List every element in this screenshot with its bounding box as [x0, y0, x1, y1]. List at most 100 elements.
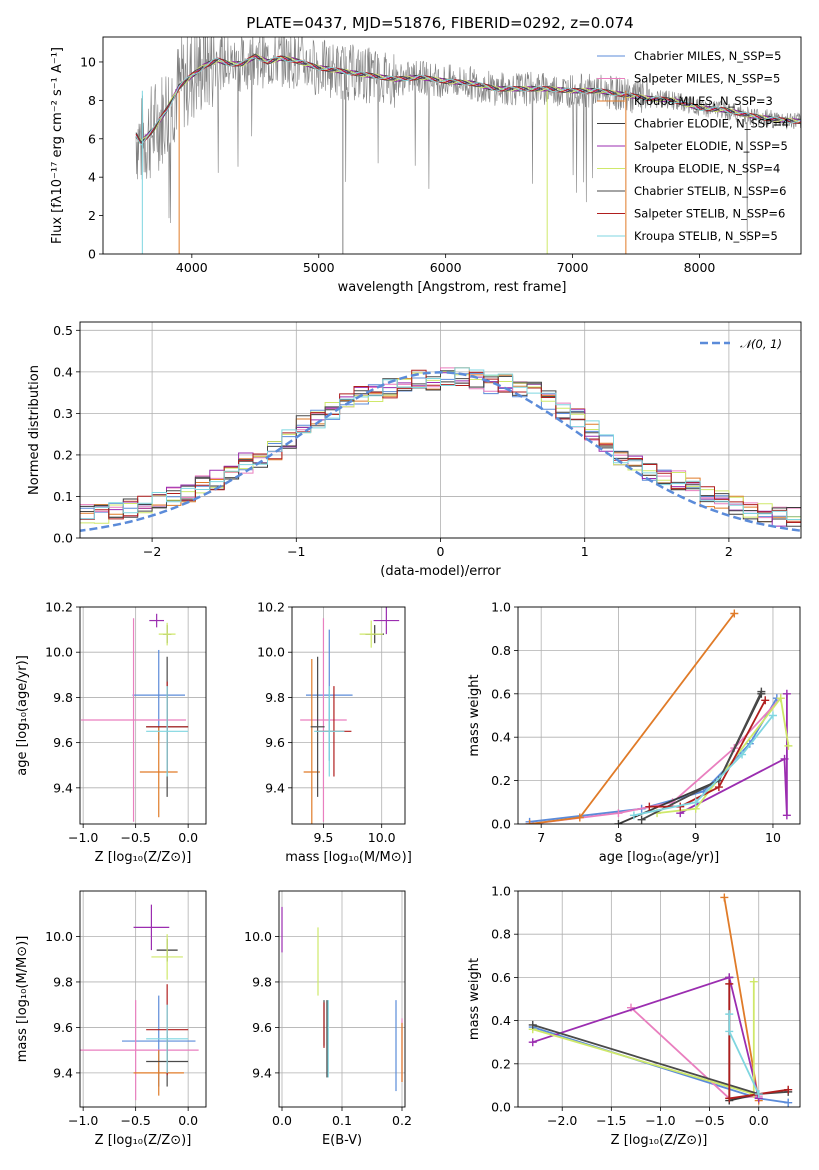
y-tick-label: 0.6: [491, 970, 511, 985]
weight-marker: [714, 783, 723, 792]
residual-histogram: [80, 369, 801, 523]
panel-z-age: −1.0 −0.5 0.0 9.4 9.6 9.8 10.0 10.2 Z [log₁₀(Z/Z…: [15, 600, 207, 865]
x-axis-label: (data-model)/error: [380, 564, 501, 579]
x-tick-label: 6000: [430, 260, 462, 275]
y-tick-label: 9.8: [252, 974, 272, 989]
residual-histogram: [80, 367, 801, 522]
weight-line: [657, 695, 790, 814]
y-tick-label: 9.4: [252, 1065, 272, 1080]
panel-age-weight: 7 8 9 10 0.0 0.2 0.4 0.6 0.8 1.0 age [log₁₀(age/yr…: [467, 600, 801, 865]
y-tick-label: 10.2: [257, 600, 285, 615]
x-tick-label: −1.0: [645, 1113, 675, 1128]
x-axis-label: Z [log₁₀(Z/Z⊙)]: [611, 1133, 708, 1148]
weight-series: [725, 1010, 763, 1099]
x-tick-label: 0.2: [392, 1113, 412, 1128]
y-tick-label: 0.8: [491, 643, 511, 658]
y-tick-label: 10: [80, 54, 96, 69]
plot-area: [528, 893, 793, 1107]
panel-ebv-mass: 0.0 0.1 0.2 9.4 9.6 9.8 10.0 E(B-V): [244, 890, 412, 1148]
y-tick-label: 9.6: [265, 735, 285, 750]
weight-marker: [780, 754, 789, 763]
x-tick-label: 10: [765, 830, 781, 845]
axes-frame: [291, 606, 406, 825]
legend-label: Kroupa ELODIE, N_SSP=4: [634, 162, 780, 176]
weight-marker: [725, 979, 734, 988]
y-tick-label: 0.6: [491, 686, 511, 701]
weight-marker: [754, 1090, 763, 1099]
y-tick-label: 2: [88, 208, 96, 223]
observed-spectrum: [135, 37, 801, 242]
y-tick-label: 10.0: [45, 645, 73, 660]
x-tick-label: 0.1: [332, 1113, 352, 1128]
x-tick-label: 0.0: [272, 1113, 292, 1128]
plot-area: [135, 37, 801, 254]
weight-marker: [525, 820, 534, 824]
weight-marker: [614, 820, 623, 824]
weight-marker: [629, 811, 638, 820]
plot-area: [300, 607, 400, 824]
x-axis-label: wavelength [Angstrom, rest frame]: [338, 280, 567, 295]
x-tick-label: −0.5: [120, 1113, 150, 1128]
weight-marker: [720, 893, 729, 902]
y-tick-label: 0.0: [53, 531, 73, 546]
panel-z-weight: −2.0 −1.5 −1.0 −0.5 0.0 0.0 0.2 0.4 0.6 0.8 1.0 Z […: [467, 884, 801, 1148]
y-axis-label: mass weight: [467, 674, 482, 756]
legend-label: Salpeter MILES, N_SSP=5: [634, 72, 780, 86]
x-tick-label: 2: [725, 544, 733, 559]
y-tick-label: 4: [88, 170, 96, 185]
y-tick-label: 0.4: [53, 364, 73, 379]
y-tick-label: 0.5: [53, 323, 73, 338]
y-tick-label: 9.4: [53, 1065, 73, 1080]
weight-marker: [782, 811, 791, 820]
y-tick-label: 9.6: [252, 1020, 272, 1035]
weight-series: [645, 696, 770, 811]
plot-area: [80, 904, 199, 1101]
legend-label: Chabrier STELIB, N_SSP=6: [634, 184, 786, 198]
weight-marker: [730, 609, 739, 618]
y-axis-label: mass [log₁₀(M/M⊙)]: [15, 936, 30, 1063]
errorbar-point: [149, 613, 164, 628]
errorbar-point: [158, 622, 176, 646]
x-axis-label: Z [log₁₀(Z/Z⊙)]: [95, 1133, 192, 1148]
y-tick-label: 1.0: [491, 884, 511, 899]
panel-mass-age: 9.5 10.0 9.4 9.6 9.8 10.0 10.2 mass [log₁₀(M/M⊙…: [257, 600, 412, 866]
x-tick-label: −1: [287, 544, 305, 559]
weight-line: [633, 714, 774, 817]
y-tick-label: 9.8: [53, 690, 73, 705]
axes-frame: [517, 890, 801, 1108]
weight-marker: [725, 1027, 734, 1036]
y-axis-label: Normed distribution: [27, 365, 42, 495]
y-tick-label: 9.4: [265, 780, 285, 795]
x-tick-label: 5000: [303, 260, 335, 275]
x-tick-label: 9: [692, 830, 700, 845]
y-axis-label: age [log₁₀(age/yr)]: [15, 655, 30, 776]
y-tick-label: 0.4: [491, 730, 511, 745]
weight-series: [525, 609, 739, 824]
errorbar-point: [359, 620, 383, 648]
y-tick-label: 10.0: [244, 929, 272, 944]
axes-frame: [278, 890, 406, 1108]
weight-marker: [784, 741, 793, 750]
x-tick-label: 0: [437, 544, 445, 559]
x-tick-label: −0.5: [694, 1113, 724, 1128]
weight-line: [529, 697, 778, 823]
legend-label: Salpeter ELODIE, N_SSP=5: [634, 139, 788, 153]
x-tick-label: 7000: [557, 260, 589, 275]
y-tick-label: 9.8: [53, 974, 73, 989]
panel-spectrum: 4000 5000 6000 7000 8000 0 2 4 6 8 10 wavelength [A…: [50, 14, 802, 295]
weight-marker: [749, 977, 758, 986]
weight-series: [528, 977, 758, 1099]
weight-marker: [528, 1020, 537, 1029]
x-axis-label: age [log₁₀(age/yr)]: [599, 850, 720, 865]
y-tick-label: 0.8: [491, 927, 511, 942]
x-tick-label: 0.0: [178, 1113, 198, 1128]
y-axis-label: Flux [fλ10⁻¹⁷ erg cm⁻² s⁻¹ A⁻¹]: [50, 47, 65, 244]
y-tick-label: 9.6: [53, 735, 73, 750]
x-tick-label: −1.0: [68, 830, 98, 845]
y-tick-label: 10.0: [45, 929, 73, 944]
x-tick-label: −2.0: [547, 1113, 577, 1128]
weight-series: [629, 711, 777, 820]
y-axis-label: mass weight: [467, 958, 482, 1040]
model-spectrum: [135, 53, 801, 142]
